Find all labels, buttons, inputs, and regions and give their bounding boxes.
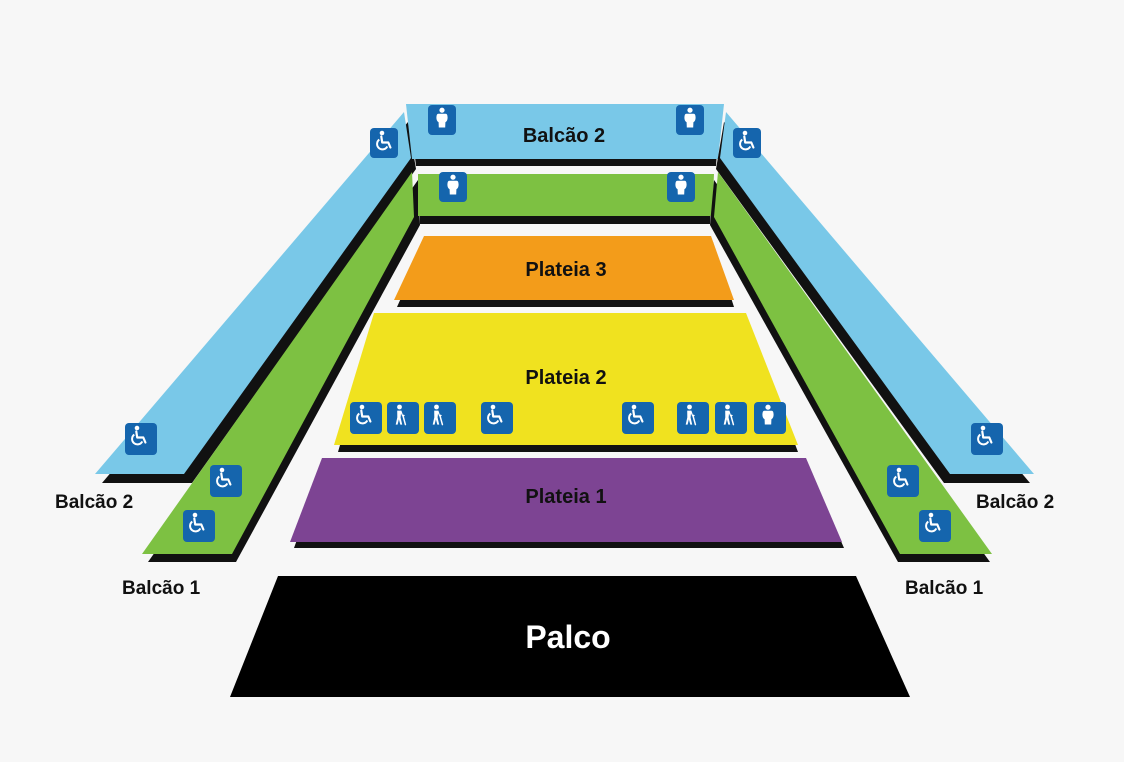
plateia-2-label: Plateia 2 xyxy=(525,367,606,389)
plateia-3-section[interactable] xyxy=(394,236,734,307)
palco-area xyxy=(230,576,910,697)
plateia-1-section[interactable] xyxy=(290,458,844,548)
elderly-person-icon[interactable] xyxy=(424,402,456,434)
balcao-2-top-label: Balcão 2 xyxy=(523,125,605,147)
wheelchair-icon[interactable] xyxy=(733,128,761,158)
obese-person-icon[interactable] xyxy=(754,402,786,434)
wheelchair-icon[interactable] xyxy=(125,423,157,455)
right-balcao-2-label: Balcão 2 xyxy=(976,492,1054,513)
plateia-1-area[interactable] xyxy=(290,458,842,542)
left-balcao-1-label: Balcão 1 xyxy=(122,578,201,599)
wheelchair-icon[interactable] xyxy=(210,465,242,497)
balcao-2-left-wing[interactable] xyxy=(95,112,411,474)
elderly-person-icon[interactable] xyxy=(677,402,709,434)
wheelchair-icon[interactable] xyxy=(350,402,382,434)
obese-person-icon[interactable] xyxy=(439,172,467,202)
palco-stage xyxy=(230,576,910,697)
right-balcao-1-label: Balcão 1 xyxy=(905,578,984,599)
obese-person-icon[interactable] xyxy=(676,105,704,135)
elderly-person-icon[interactable] xyxy=(387,402,419,434)
left-balcao-2-label: Balcão 2 xyxy=(55,492,133,513)
balcao-1-section[interactable] xyxy=(142,172,992,562)
balcao-1-right-wing[interactable] xyxy=(714,172,992,554)
plateia-3-label: Plateia 3 xyxy=(525,259,606,281)
balcao-1-top[interactable] xyxy=(418,174,714,216)
wheelchair-icon[interactable] xyxy=(481,402,513,434)
balcao-1-left-wing[interactable] xyxy=(142,172,414,554)
balcao-2-right-wing[interactable] xyxy=(720,112,1034,474)
balcao-2-top[interactable] xyxy=(406,104,724,159)
wheelchair-icon[interactable] xyxy=(370,128,398,158)
plateia-1-label: Plateia 1 xyxy=(525,486,606,508)
palco-label: Palco xyxy=(525,619,610,655)
wheelchair-icon[interactable] xyxy=(971,423,1003,455)
wheelchair-icon[interactable] xyxy=(919,510,951,542)
balcao-2-section[interactable] xyxy=(95,104,1034,483)
obese-person-icon[interactable] xyxy=(667,172,695,202)
elderly-person-icon[interactable] xyxy=(715,402,747,434)
plateia-3-area[interactable] xyxy=(394,236,734,300)
wheelchair-icon[interactable] xyxy=(887,465,919,497)
wheelchair-icon[interactable] xyxy=(622,402,654,434)
wheelchair-icon[interactable] xyxy=(183,510,215,542)
obese-person-icon[interactable] xyxy=(428,105,456,135)
